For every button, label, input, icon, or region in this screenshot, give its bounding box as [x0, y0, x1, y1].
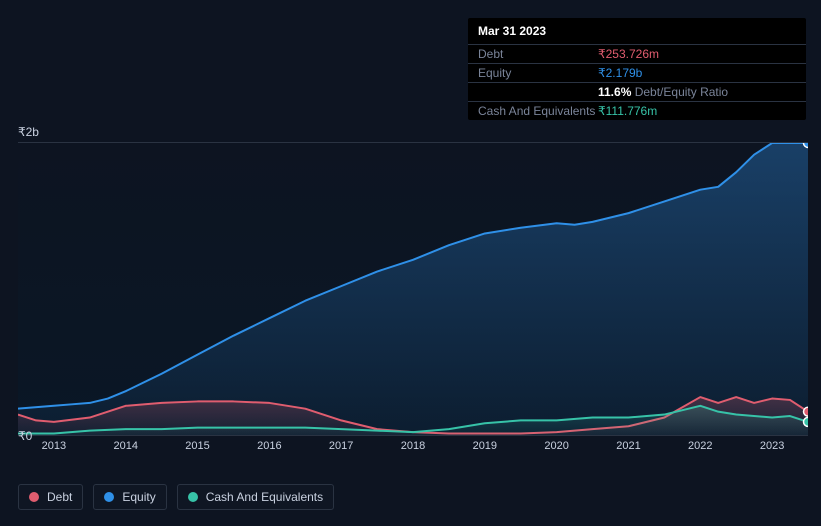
tooltip-row-cash: Cash And Equivalents ₹111.776m	[468, 102, 806, 120]
x-tick: 2016	[257, 440, 281, 452]
ratio-value: 11.6%	[598, 85, 631, 99]
series-end-dot-debt	[804, 407, 809, 416]
legend: Debt Equity Cash And Equivalents	[18, 484, 334, 510]
chart-container: ₹2b ₹0 201320142015201620172018201920202…	[18, 120, 808, 480]
tooltip-row-equity: Equity ₹2.179b	[468, 64, 806, 83]
y-tick-top: ₹2b	[18, 125, 39, 139]
tooltip-label: Cash And Equivalents	[478, 104, 598, 118]
legend-swatch-icon	[104, 492, 114, 502]
x-tick: 2022	[688, 440, 712, 452]
plot-area[interactable]	[18, 142, 808, 436]
x-tick: 2013	[42, 440, 66, 452]
legend-item-equity[interactable]: Equity	[93, 484, 166, 510]
legend-item-cash[interactable]: Cash And Equivalents	[177, 484, 334, 510]
tooltip-value: ₹2.179b	[598, 66, 796, 80]
plot-svg	[18, 143, 808, 435]
tooltip-label	[478, 85, 598, 99]
tooltip-row-ratio: 11.6% Debt/Equity Ratio	[468, 83, 806, 102]
x-tick: 2019	[473, 440, 497, 452]
legend-swatch-icon	[29, 492, 39, 502]
x-tick: 2021	[616, 440, 640, 452]
tooltip-value: ₹253.726m	[598, 47, 796, 61]
legend-item-debt[interactable]: Debt	[18, 484, 83, 510]
x-tick: 2014	[113, 440, 137, 452]
legend-label: Cash And Equivalents	[206, 490, 323, 504]
tooltip-label: Debt	[478, 47, 598, 61]
legend-label: Debt	[47, 490, 72, 504]
x-tick: 2015	[185, 440, 209, 452]
x-tick: 2017	[329, 440, 353, 452]
chart-tooltip: Mar 31 2023 Debt ₹253.726m Equity ₹2.179…	[468, 18, 806, 120]
legend-label: Equity	[122, 490, 155, 504]
x-axis: 2013 2014 2015 2016 2017 2018 2019 2020 2021 2022…	[18, 440, 808, 458]
x-tick: 2018	[401, 440, 425, 452]
tooltip-value: ₹111.776m	[598, 104, 796, 118]
tooltip-label: Equity	[478, 66, 598, 80]
tooltip-row-debt: Debt ₹253.726m	[468, 45, 806, 64]
tooltip-value: 11.6% Debt/Equity Ratio	[598, 85, 796, 99]
legend-swatch-icon	[188, 492, 198, 502]
x-tick: 2020	[544, 440, 568, 452]
x-tick: 2023	[760, 440, 784, 452]
tooltip-date: Mar 31 2023	[468, 18, 806, 45]
ratio-suffix: Debt/Equity Ratio	[631, 85, 728, 99]
series-end-dot-cash	[804, 417, 809, 426]
